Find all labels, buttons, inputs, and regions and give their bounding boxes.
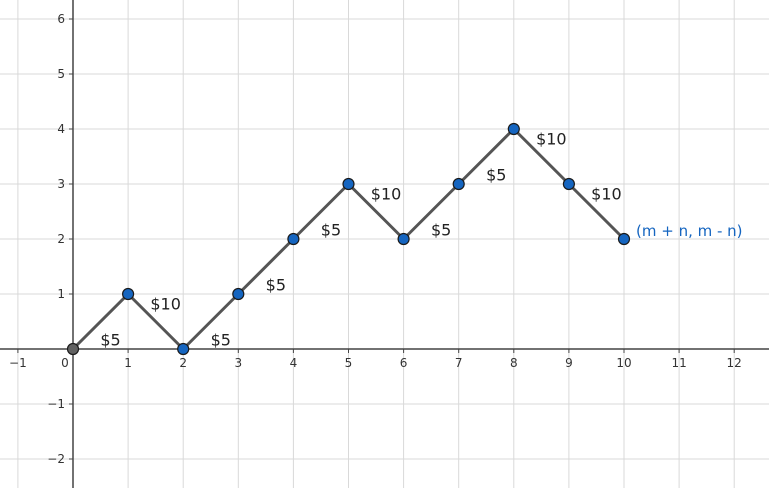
path-point xyxy=(122,287,135,301)
path-point xyxy=(397,232,410,246)
segment-label: $10 xyxy=(371,185,402,204)
x-tick-label: 6 xyxy=(400,356,408,370)
segment-label: $5 xyxy=(266,276,286,295)
x-tick-label: 11 xyxy=(671,356,686,370)
y-tick-label: 3 xyxy=(57,177,65,191)
end-point-label: (m + n, m - n) xyxy=(636,222,743,240)
path-point xyxy=(177,342,190,356)
path-point xyxy=(507,122,520,136)
segment-label: $5 xyxy=(321,221,341,240)
y-tick-label: 5 xyxy=(57,67,65,81)
path-point xyxy=(452,177,465,191)
x-tick-label: 1 xyxy=(124,356,132,370)
segment-label: $5 xyxy=(211,331,231,350)
segment-labels: $5 $10 $5 $5 $5 $10 $5 $5 $10 $10 xyxy=(100,130,621,350)
y-tick-label: 6 xyxy=(57,12,65,26)
origin-point xyxy=(66,342,80,356)
x-tick-label: 0 xyxy=(61,356,69,370)
path-point xyxy=(617,232,631,246)
segment-label: $5 xyxy=(100,331,120,350)
segment-label: $10 xyxy=(536,130,567,149)
segment-label: $5 xyxy=(431,221,451,240)
y-tick-label: 2 xyxy=(57,232,65,246)
segment-label: $5 xyxy=(486,166,506,185)
x-tick-label: 4 xyxy=(290,356,298,370)
x-tick-label: 8 xyxy=(510,356,518,370)
y-tick-label: −2 xyxy=(47,452,65,466)
x-tick-label: 2 xyxy=(179,356,187,370)
x-tick-label: 9 xyxy=(565,356,573,370)
path-points xyxy=(66,122,631,356)
y-tick-label: 1 xyxy=(57,287,65,301)
y-tick-label: 4 xyxy=(57,122,65,136)
x-tick-label: 10 xyxy=(616,356,631,370)
y-tick-label: −1 xyxy=(47,397,65,411)
x-tick-label: 12 xyxy=(727,356,742,370)
x-tick-label: −1 xyxy=(9,356,27,370)
path-point xyxy=(287,232,300,246)
path-point xyxy=(342,177,355,191)
segment-label: $10 xyxy=(150,295,181,314)
x-tick-label: 3 xyxy=(234,356,242,370)
path-point xyxy=(562,177,576,191)
path-point xyxy=(232,287,245,301)
x-tick-label: 7 xyxy=(455,356,463,370)
segment-label: $10 xyxy=(591,185,622,204)
x-tick-label: 5 xyxy=(345,356,353,370)
